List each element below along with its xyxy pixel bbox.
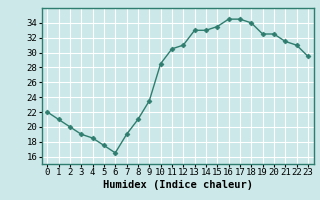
X-axis label: Humidex (Indice chaleur): Humidex (Indice chaleur) (103, 180, 252, 190)
